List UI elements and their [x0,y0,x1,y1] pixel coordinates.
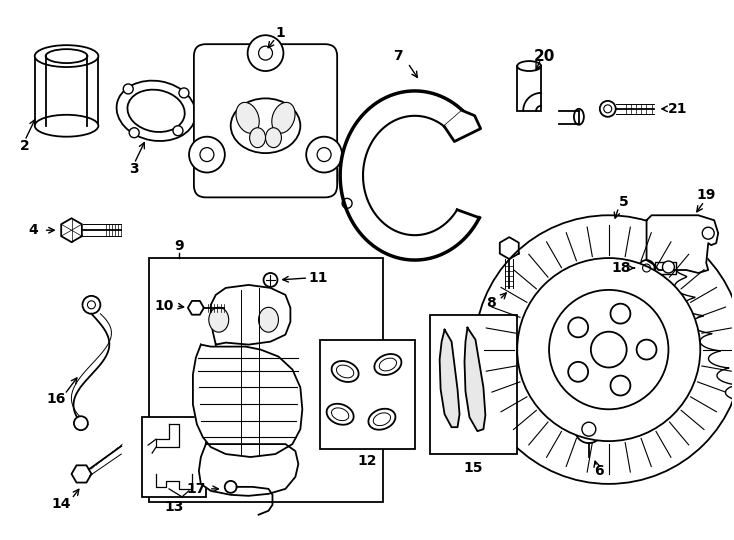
Circle shape [173,126,183,136]
Circle shape [636,340,656,360]
Text: 17: 17 [186,482,206,496]
Text: 21: 21 [668,102,687,116]
Bar [149,258,383,502]
Circle shape [639,260,655,276]
Circle shape [663,261,675,273]
Text: 15: 15 [464,461,483,475]
Circle shape [82,296,101,314]
Polygon shape [440,330,459,427]
Text: 16: 16 [47,393,66,406]
Circle shape [591,332,627,368]
Circle shape [575,415,603,443]
Text: 13: 13 [164,500,184,514]
Polygon shape [647,215,718,273]
Text: 20: 20 [534,49,555,64]
Bar [320,340,415,449]
Polygon shape [500,237,519,259]
Ellipse shape [517,61,541,71]
Circle shape [189,137,225,172]
Text: 2: 2 [20,139,29,153]
Ellipse shape [34,45,98,67]
Circle shape [306,137,342,172]
Ellipse shape [272,103,295,133]
Circle shape [611,376,631,395]
Circle shape [179,88,189,98]
FancyBboxPatch shape [194,44,337,198]
Ellipse shape [34,115,98,137]
Circle shape [702,227,714,239]
Circle shape [247,35,283,71]
Circle shape [517,258,700,441]
Polygon shape [61,218,82,242]
Text: 6: 6 [594,464,603,478]
Circle shape [600,101,616,117]
Ellipse shape [258,307,278,332]
Polygon shape [444,111,481,141]
Text: 7: 7 [393,49,403,63]
Ellipse shape [236,103,259,133]
Polygon shape [465,328,485,431]
Ellipse shape [250,128,266,147]
Text: 12: 12 [357,454,377,468]
Text: 8: 8 [487,296,496,310]
Circle shape [123,84,133,94]
Bar [655,262,677,274]
Ellipse shape [208,307,229,332]
Text: 5: 5 [619,195,628,210]
Bar [34,56,98,126]
Polygon shape [211,285,291,345]
Text: 9: 9 [174,239,184,253]
Circle shape [74,416,88,430]
Circle shape [568,362,588,382]
Circle shape [129,128,139,138]
Polygon shape [193,345,302,457]
Ellipse shape [574,109,584,125]
Ellipse shape [230,98,300,153]
Text: 10: 10 [154,299,174,313]
Circle shape [549,290,669,409]
Polygon shape [156,424,179,447]
Text: 11: 11 [308,271,328,285]
Text: 4: 4 [29,223,39,237]
Text: 1: 1 [275,26,286,40]
Circle shape [225,481,236,493]
Ellipse shape [117,80,196,141]
Circle shape [611,303,631,323]
Circle shape [264,273,277,287]
Bar [517,66,541,111]
Ellipse shape [266,128,281,147]
Polygon shape [199,444,298,496]
Text: 19: 19 [697,188,716,202]
Circle shape [568,318,588,338]
Text: 14: 14 [52,497,71,511]
Polygon shape [188,301,204,315]
Text: 18: 18 [612,261,631,275]
Text: 3: 3 [129,161,139,176]
Bar [142,417,206,497]
Bar [429,315,517,454]
Circle shape [474,215,734,484]
Polygon shape [71,465,92,483]
